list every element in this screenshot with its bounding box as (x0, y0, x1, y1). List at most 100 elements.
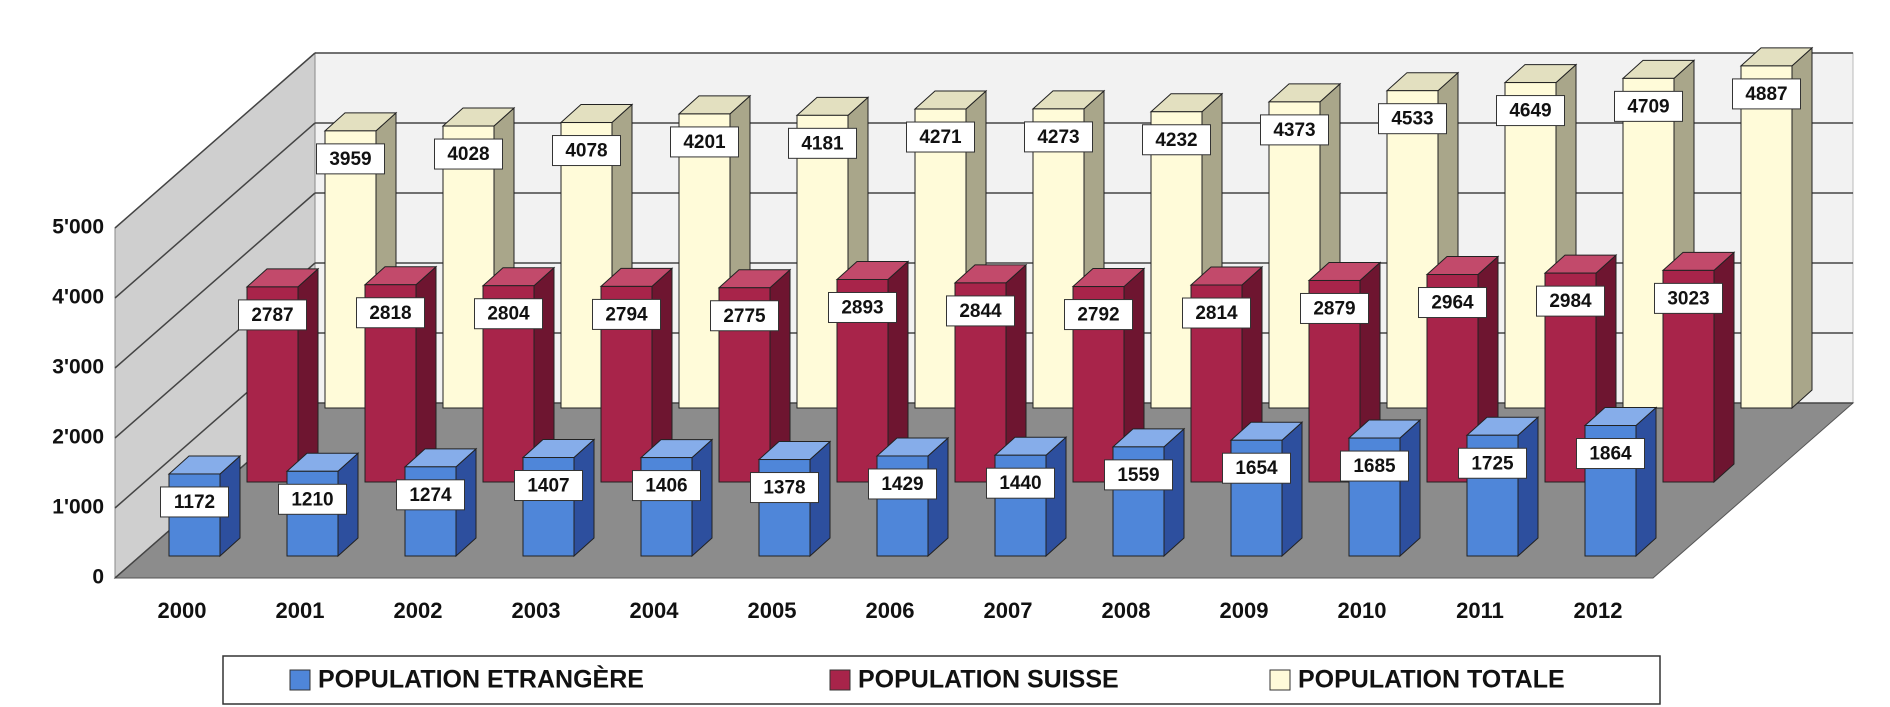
value-label: 4181 (801, 133, 844, 154)
legend-swatch (829, 669, 851, 691)
value-label: 2879 (1313, 298, 1355, 319)
value-label-box (396, 479, 465, 511)
value-label-box (356, 297, 425, 329)
value-label-box (1536, 285, 1605, 317)
value-label-box (434, 138, 503, 170)
value-label-box (514, 470, 583, 502)
value-label: 1406 (645, 476, 687, 497)
legend-label: POPULATION TOTALE (1298, 666, 1565, 694)
value-label-box (828, 291, 897, 323)
value-label: 4201 (683, 132, 726, 153)
x-tick-label: 2001 (276, 598, 325, 623)
value-label: 1274 (409, 485, 452, 506)
value-label: 2818 (369, 303, 411, 324)
value-label: 4273 (1037, 127, 1079, 148)
value-label-box (1732, 78, 1801, 110)
value-label: 3023 (1667, 288, 1709, 309)
value-label-box (1418, 287, 1487, 319)
x-tick-label: 2011 (1456, 598, 1504, 623)
x-tick-label: 2003 (512, 598, 561, 623)
value-label-box (1142, 124, 1211, 156)
value-label: 3959 (329, 149, 371, 170)
value-label: 2792 (1077, 305, 1119, 326)
value-label: 1559 (1117, 465, 1159, 486)
legend-swatch (289, 669, 311, 691)
y-tick-label: 4'000 (52, 286, 104, 309)
bar-side (1399, 418, 1421, 558)
value-label-box (632, 470, 701, 502)
value-label: 2775 (723, 306, 766, 327)
y-tick-label: 2'000 (52, 426, 104, 449)
value-label-box (1260, 114, 1329, 146)
value-label: 1440 (999, 473, 1041, 494)
value-label-box (788, 127, 857, 159)
value-label-box (1576, 438, 1645, 470)
value-label: 2794 (605, 304, 648, 325)
bar-side (1517, 416, 1539, 558)
value-label-box (1378, 103, 1447, 135)
value-label: 2787 (251, 305, 293, 326)
x-tick-label: 2002 (394, 598, 443, 623)
y-tick-label: 5'000 (52, 216, 104, 239)
value-label: 4028 (447, 144, 489, 165)
value-label: 4078 (565, 141, 607, 162)
x-tick-label: 2008 (1102, 598, 1151, 623)
grid-line (114, 122, 316, 299)
bar (1740, 65, 1793, 409)
value-label-box (986, 467, 1055, 499)
legend-swatch (1269, 669, 1291, 691)
value-label-box (1104, 459, 1173, 491)
value-label-box (278, 483, 347, 515)
value-label-box (1340, 450, 1409, 482)
value-label-box (670, 126, 739, 158)
value-label-box (906, 121, 975, 153)
value-label: 4887 (1745, 84, 1787, 105)
value-label: 2893 (841, 298, 883, 319)
legend (222, 655, 1661, 705)
value-label-box (592, 298, 661, 330)
value-label-box (750, 472, 819, 504)
value-label-box (474, 298, 543, 330)
value-label-box (1458, 447, 1527, 479)
value-label: 1725 (1471, 453, 1514, 474)
value-label-box (1496, 95, 1565, 127)
x-tick-label: 2007 (984, 598, 1033, 623)
value-label: 4709 (1627, 96, 1669, 117)
value-label-box (238, 299, 307, 331)
value-label: 2804 (487, 304, 530, 325)
value-label: 1654 (1235, 458, 1278, 479)
bar-side (1635, 406, 1657, 558)
y-tick-label: 3'000 (52, 356, 104, 379)
value-label-box (316, 143, 385, 175)
value-label-box (868, 468, 937, 500)
value-label: 1864 (1589, 444, 1632, 465)
legend-label: POPULATION ETRANGÈRE (318, 665, 644, 694)
value-label-box (160, 486, 229, 518)
bar-side (1163, 427, 1185, 558)
value-label-box (1654, 282, 1723, 314)
grid-line (114, 192, 316, 369)
value-label: 2814 (1195, 303, 1238, 324)
value-label-box (1614, 90, 1683, 122)
value-label: 2964 (1431, 293, 1474, 314)
bar-side (1281, 421, 1303, 558)
value-label: 1172 (174, 492, 215, 513)
x-tick-label: 2009 (1220, 598, 1269, 623)
x-tick-label: 2010 (1338, 598, 1387, 623)
x-tick-label: 2000 (158, 598, 207, 623)
value-label: 1407 (527, 476, 569, 497)
x-tick-label: 2004 (630, 598, 680, 623)
value-label: 4271 (919, 127, 962, 148)
value-label: 1210 (291, 489, 333, 510)
value-label: 4232 (1155, 130, 1197, 151)
value-label-box (1024, 121, 1093, 153)
value-label: 2844 (959, 301, 1002, 322)
y-tick-label: 1'000 (52, 496, 104, 519)
value-label: 4373 (1273, 120, 1315, 141)
value-label-box (1300, 292, 1369, 324)
value-label: 4649 (1509, 101, 1551, 122)
value-label: 1429 (881, 474, 923, 495)
x-tick-label: 2012 (1574, 598, 1623, 623)
value-label-box (946, 295, 1015, 327)
grid-line (114, 52, 316, 229)
